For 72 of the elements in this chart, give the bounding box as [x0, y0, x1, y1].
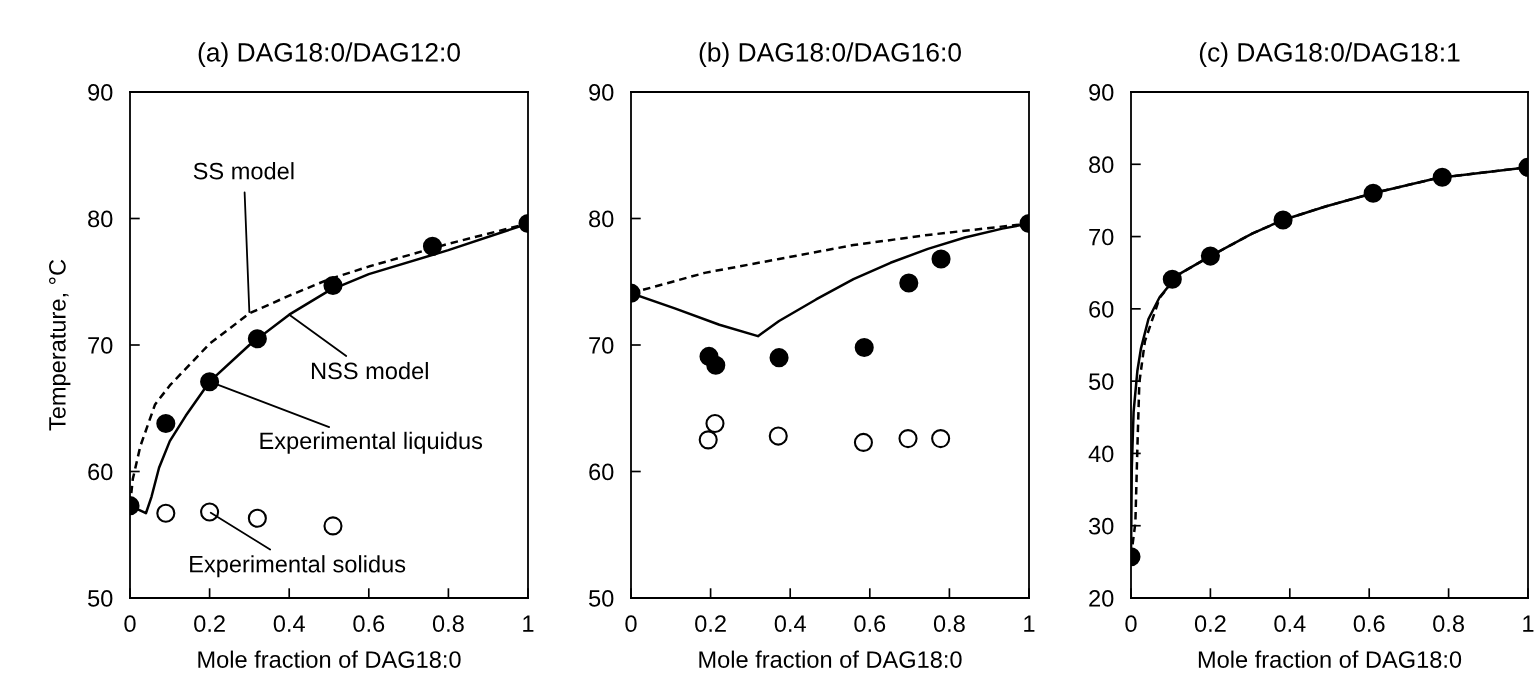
y-tick-label: 50: [589, 590, 614, 607]
point: [898, 429, 918, 449]
x-tick-label: 1: [1523, 615, 1534, 632]
y-tick-label: 80: [88, 210, 113, 228]
y-tick-label: 80: [589, 210, 614, 228]
point: [1363, 183, 1383, 203]
point: [931, 249, 951, 269]
point: [323, 276, 343, 296]
point: [1432, 167, 1452, 187]
y-tick-label: 60: [88, 463, 113, 481]
y-tick-label: 70: [88, 337, 113, 354]
annotation: Experimental liquidus: [260, 431, 483, 454]
x-tick-label: 0.6: [1353, 615, 1385, 633]
point: [1273, 210, 1293, 230]
x-tick-label: 0.8: [933, 615, 965, 633]
y-tick-label: 90: [589, 84, 614, 101]
point: [899, 273, 919, 293]
x-tick-label: 0: [625, 615, 637, 633]
x-axis-title: Mole fraction of DAG18:0: [198, 650, 461, 668]
chart-title: (b) DAG18:0/DAG16:0: [699, 42, 961, 67]
y-tick-label: 30: [1088, 517, 1114, 535]
point: [323, 516, 343, 536]
x-tick-label: 0.4: [1274, 615, 1306, 633]
point: [931, 429, 951, 449]
y-tick-label: 90: [1089, 84, 1114, 101]
point: [705, 413, 725, 433]
x-tick-label: 0.2: [194, 615, 225, 633]
x-tick-label: 0.6: [353, 615, 385, 633]
x-tick-label: 0.2: [1194, 615, 1226, 633]
x-tick-label: 0.8: [1433, 615, 1464, 633]
y-tick-label: 80: [1089, 156, 1114, 174]
y-tick-label: 60: [589, 463, 614, 481]
point: [854, 337, 874, 358]
point: [1200, 246, 1220, 266]
chart-title: (c) DAG18:0/DAG18:1: [1199, 42, 1460, 67]
point: [698, 430, 718, 450]
x-tick-label: 0.8: [432, 615, 464, 633]
x-tick-label: 0.4: [273, 615, 305, 633]
point: [247, 329, 267, 349]
x-tick-label: 0.6: [854, 615, 886, 633]
x-axis-title: Mole fraction of DAG18:0: [699, 650, 962, 668]
annotation: Experimental solidus: [190, 555, 406, 578]
point: [1162, 269, 1182, 289]
x-tick-label: 1: [1024, 615, 1035, 632]
chart-title: (a) DAG18:0/DAG12:0: [198, 42, 460, 67]
y-tick-label: 50: [88, 590, 113, 607]
y-tick-label: 50: [1089, 373, 1114, 390]
y-tick-label: 70: [589, 337, 614, 354]
annotation: NSS model: [311, 361, 428, 380]
x-tick-label: 0: [124, 615, 136, 633]
annotation: SS model: [193, 162, 294, 180]
point: [200, 502, 220, 522]
point: [768, 426, 788, 446]
point: [156, 503, 176, 523]
point: [853, 432, 873, 452]
x-tick-label: 0.4: [774, 615, 806, 633]
y-tick-label: 60: [1089, 300, 1114, 318]
x-tick-label: 1: [523, 615, 534, 632]
point: [247, 508, 267, 528]
y-tick-label: 20: [1089, 590, 1114, 607]
x-tick-label: 0.2: [695, 615, 726, 633]
y-tick-label: 40: [1088, 445, 1114, 463]
point: [156, 413, 176, 433]
point: [200, 372, 220, 392]
x-axis-title: Mole fraction of DAG18:0: [1198, 650, 1462, 668]
y-tick-label: 90: [88, 84, 113, 101]
point: [422, 236, 443, 256]
point: [769, 348, 789, 368]
x-tick-label: 0: [1125, 615, 1137, 633]
y-tick-label: 70: [1089, 228, 1114, 246]
y-axis-title: Temperature, °C: [49, 259, 71, 431]
point: [706, 355, 726, 375]
